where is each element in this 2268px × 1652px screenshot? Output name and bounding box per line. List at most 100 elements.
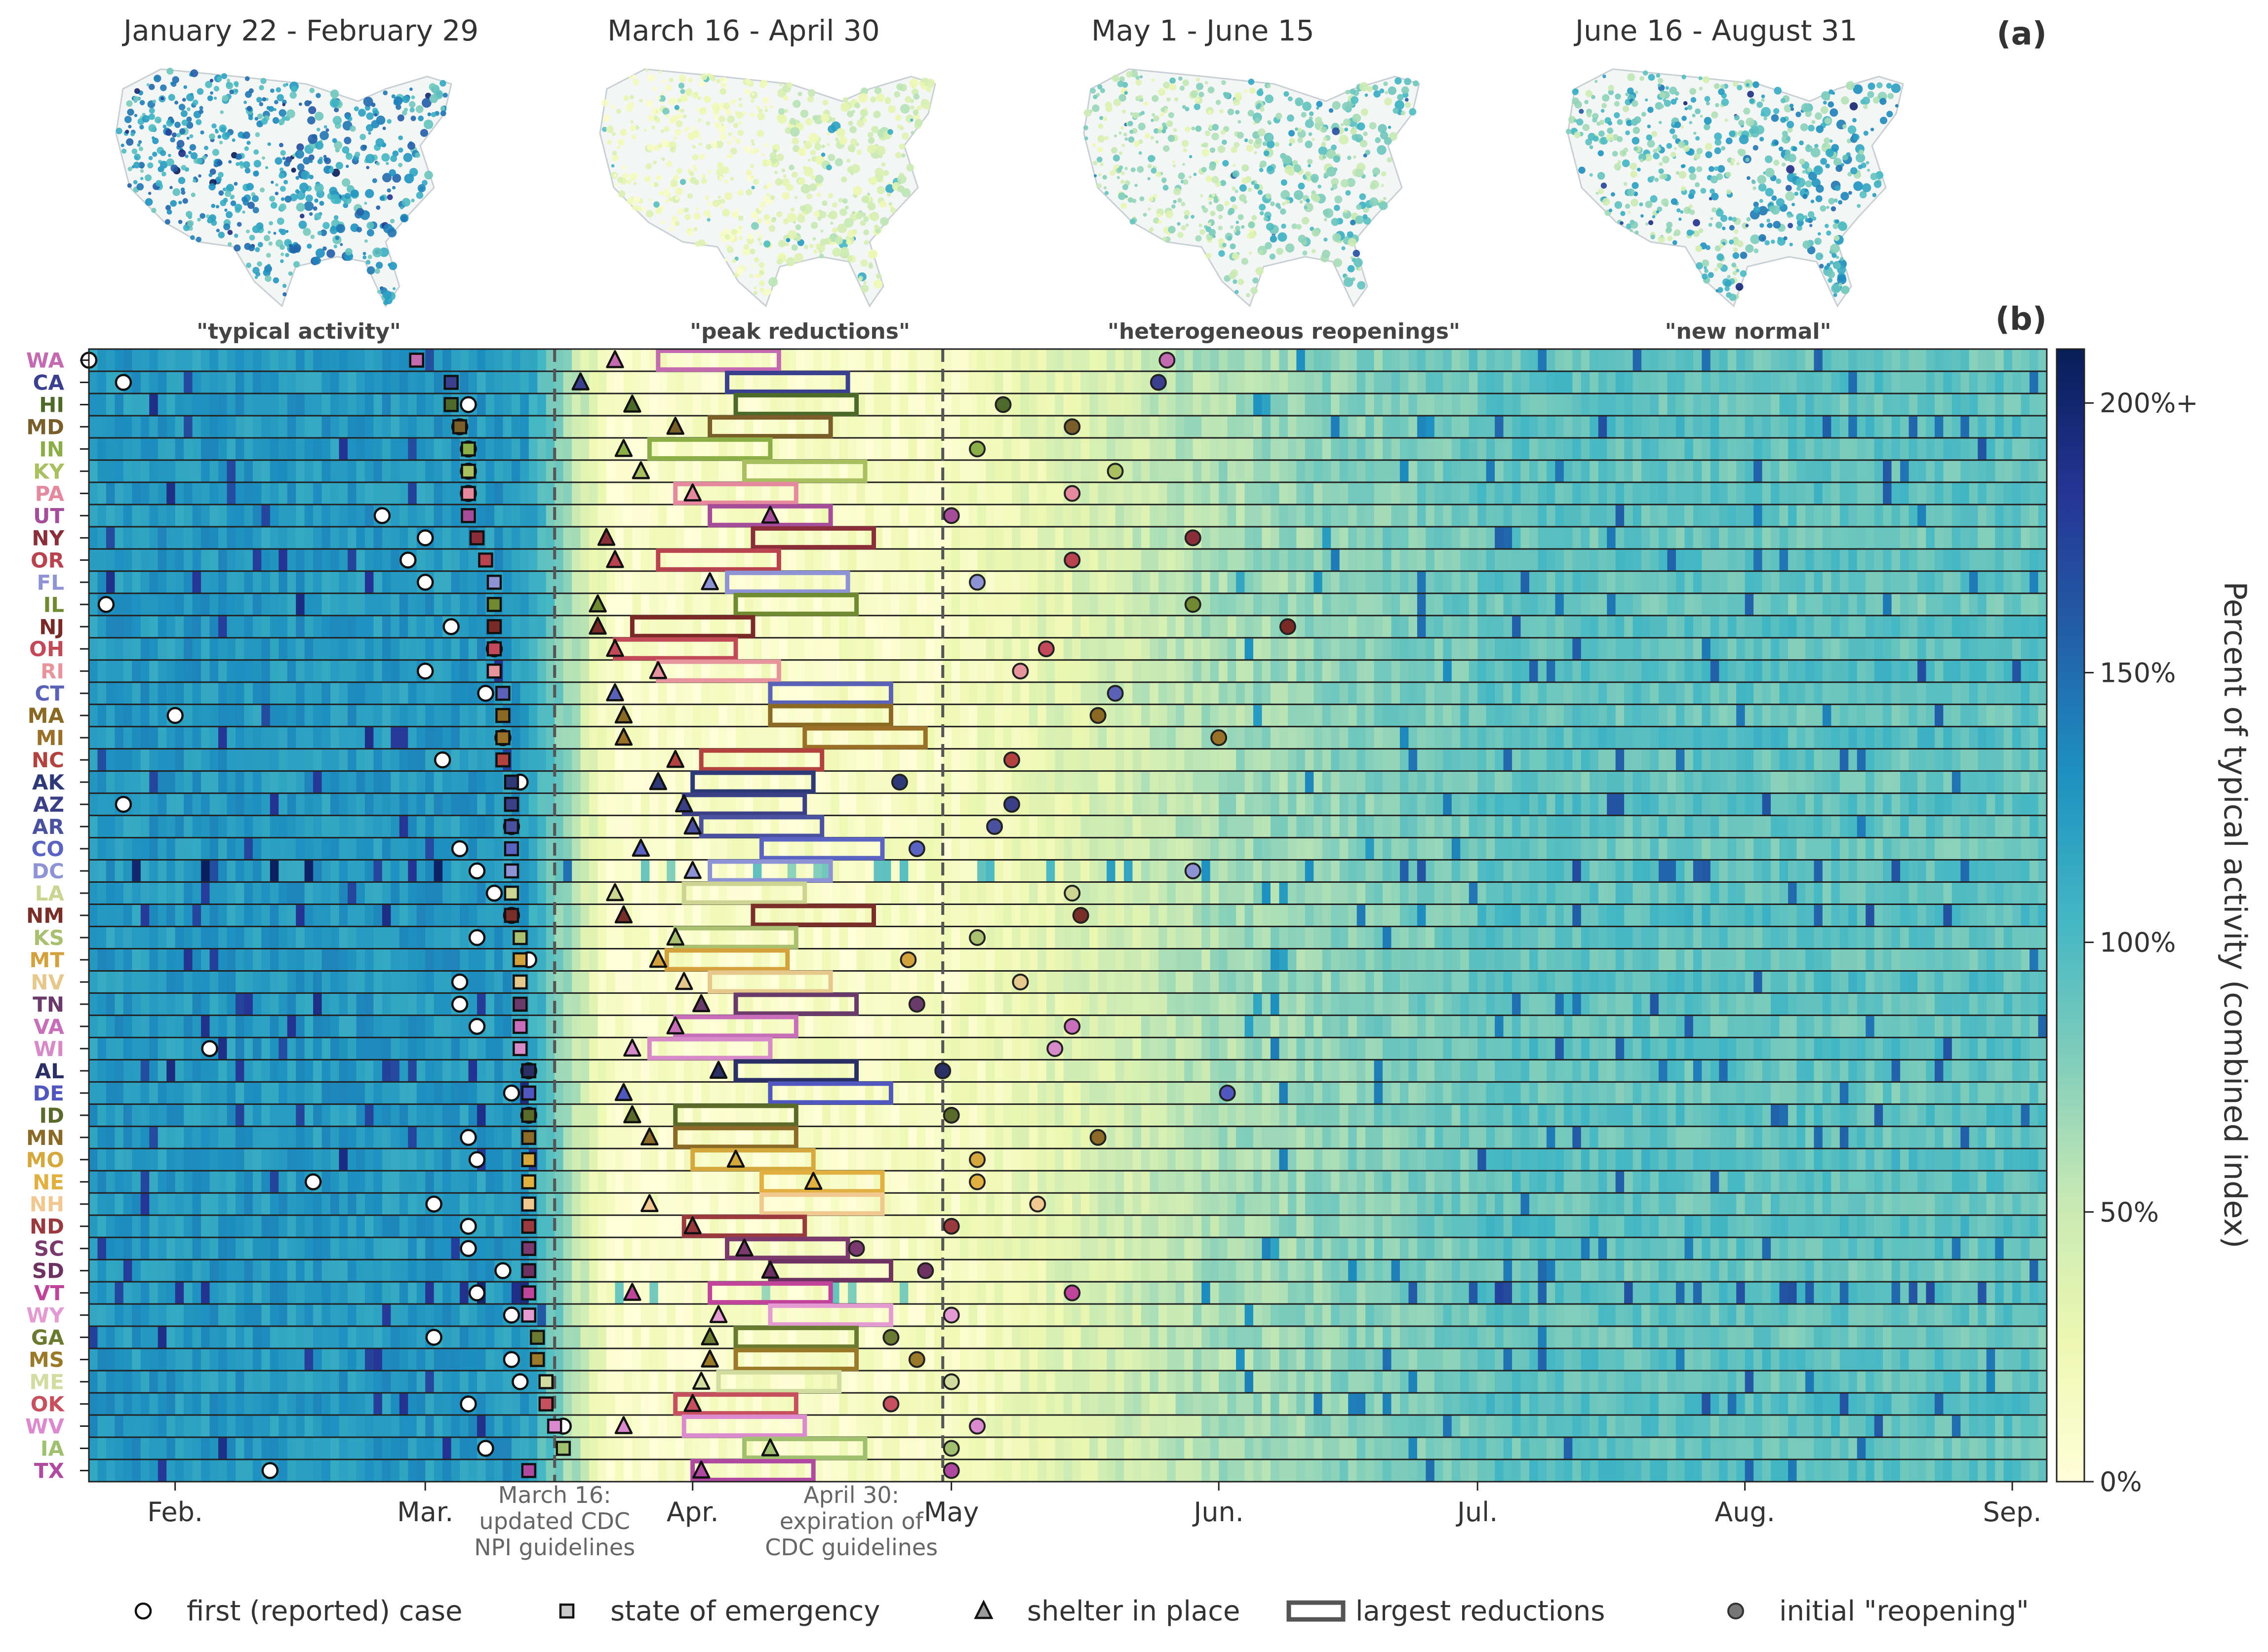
map-dot: [243, 100, 247, 104]
heat-cell: [321, 526, 331, 549]
heat-cell: [166, 371, 176, 393]
map-dot: [128, 124, 132, 129]
map-dot: [1847, 172, 1852, 177]
map-dot: [791, 171, 798, 178]
map-dot: [1732, 252, 1740, 259]
map-dot: [1083, 125, 1088, 130]
heat-cell: [1201, 437, 1211, 460]
heat-cell: [209, 482, 219, 505]
heat-cell: [528, 482, 538, 505]
map-dot: [1620, 211, 1626, 216]
heat-cell: [1141, 549, 1151, 571]
map-dot: [1135, 79, 1142, 86]
heat-cell: [1486, 504, 1495, 527]
map-dot: [1251, 181, 1255, 185]
map-dot: [209, 168, 216, 175]
heat-cell: [1210, 349, 1219, 371]
map-dot: [180, 110, 188, 118]
heat-cell: [485, 393, 495, 416]
heat-cell: [1719, 504, 1728, 527]
map-dot: [429, 94, 438, 103]
map-dot: [1870, 173, 1878, 181]
heat-cell: [1831, 371, 1840, 393]
map-dot: [665, 114, 670, 118]
map-dot: [1334, 195, 1343, 204]
map-dot: [1260, 107, 1265, 112]
heat-cell: [1995, 526, 2004, 549]
heat-cell: [1590, 393, 1599, 416]
map-dot: [1751, 180, 1756, 185]
heat-cell: [1529, 460, 1539, 482]
heatmap-cells: [89, 349, 2047, 1482]
heat-cell: [995, 526, 1004, 549]
heat-cell: [1296, 415, 1306, 438]
map-dot: [797, 177, 806, 185]
map-dot: [1853, 181, 1863, 191]
heat-cell: [503, 549, 512, 571]
map-dot: [678, 75, 686, 82]
heat-cell: [520, 349, 529, 371]
heat-cell: [1753, 371, 1763, 393]
map-dot: [1111, 147, 1118, 154]
heat-cell: [1305, 393, 1314, 416]
map-dot: [255, 247, 260, 252]
map-dot: [807, 95, 814, 103]
heat-cell: [899, 504, 909, 527]
heat-cell: [434, 415, 443, 438]
map-dot: [1602, 197, 1610, 206]
map-dot: [1184, 210, 1191, 217]
map-dot: [858, 277, 862, 282]
heat-cell: [321, 437, 331, 460]
heat-cell: [1581, 393, 1590, 416]
heat-cell: [1253, 371, 1263, 393]
map-dot: [220, 110, 224, 114]
heat-cell: [356, 415, 365, 438]
map-dot: [1720, 84, 1725, 89]
map-dot: [402, 95, 410, 103]
heat-cell: [1408, 393, 1418, 416]
map-dot: [1664, 100, 1671, 107]
map-dot: [1711, 207, 1717, 213]
heat-cell: [201, 482, 210, 505]
map-dot: [716, 79, 721, 83]
heat-cell: [882, 549, 892, 571]
map-dot: [1220, 180, 1227, 186]
heat-cell: [528, 526, 538, 549]
map-dot: [1346, 178, 1355, 187]
map-dot: [724, 179, 729, 184]
map-dot: [863, 229, 870, 236]
map-dot: [292, 154, 295, 157]
map-dot: [1230, 225, 1234, 229]
map-dot: [268, 231, 271, 234]
heat-cell: [1262, 415, 1271, 438]
heat-cell: [1356, 393, 1366, 416]
heat-cell: [1356, 460, 1366, 482]
map-dot: [1728, 216, 1733, 221]
heat-cell: [1287, 393, 1297, 416]
map-dot: [140, 177, 144, 180]
map-dot: [1639, 158, 1644, 163]
map-dot: [372, 178, 377, 183]
heat-cell: [1244, 349, 1254, 371]
map-dot: [309, 212, 313, 216]
map-dot: [390, 219, 395, 224]
heat-cell: [1934, 437, 1944, 460]
map-dot: [316, 248, 325, 258]
heat-cell: [874, 482, 883, 505]
map-dot: [134, 114, 138, 118]
map-dot: [1636, 167, 1641, 172]
map-dot: [1405, 98, 1409, 102]
map-dot: [387, 119, 392, 124]
map-dot: [1801, 103, 1811, 113]
heat-cell: [1995, 393, 2004, 416]
map-dot: [1098, 123, 1104, 129]
map-dot: [1740, 270, 1747, 277]
map-dot: [1838, 200, 1843, 205]
heat-cell: [572, 571, 581, 593]
map-dot: [1879, 117, 1888, 124]
heat-cell: [977, 504, 987, 527]
heat-cell: [209, 571, 219, 593]
heat-cell: [1175, 549, 1185, 571]
heat-cell: [1779, 371, 1789, 393]
heat-cell: [1926, 526, 1935, 549]
